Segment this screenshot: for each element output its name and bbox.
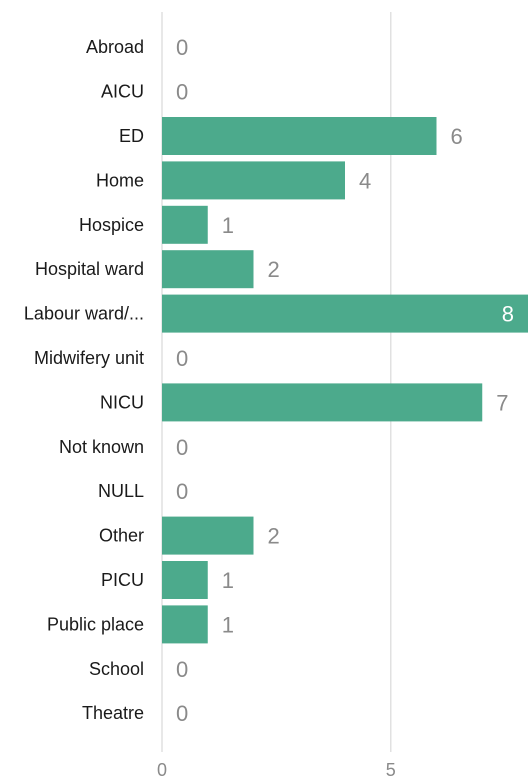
data-label-not-known: 0 — [176, 435, 188, 460]
data-label-hospital-ward: 2 — [268, 257, 280, 282]
category-label-picu: PICU — [101, 570, 144, 590]
category-label-hospital-ward: Hospital ward — [35, 259, 144, 279]
data-label-abroad: 0 — [176, 35, 188, 60]
category-label-null: NULL — [98, 481, 144, 501]
data-label-nicu: 7 — [496, 390, 508, 415]
category-label-not-known: Not known — [59, 437, 144, 457]
bar-picu — [162, 561, 208, 599]
bar-other — [162, 516, 254, 555]
category-label-hospice: Hospice — [79, 215, 144, 235]
category-label-other: Other — [99, 526, 144, 546]
x-tick-label-0: 0 — [157, 760, 167, 779]
bar-hospital-ward — [162, 250, 254, 289]
category-label-midwifery-unit: Midwifery unit — [34, 348, 144, 368]
category-label-labour-ward: Labour ward/... — [24, 304, 144, 324]
bar-nicu — [162, 383, 483, 422]
category-labels: Abroad AICU ED Home Hospice Hospital ward Labo… — [24, 37, 144, 723]
data-label-hospice: 1 — [222, 213, 234, 238]
bar-public-place — [162, 605, 208, 644]
bar-ed — [162, 117, 437, 155]
category-label-public-place: Public place — [47, 614, 144, 634]
data-label-aicu: 0 — [176, 80, 188, 105]
data-label-theatre: 0 — [176, 701, 188, 726]
data-label-labour-ward: 8 — [502, 302, 514, 327]
x-tick-label-5: 5 — [386, 760, 396, 779]
category-label-theatre: Theatre — [82, 703, 144, 723]
data-label-public-place: 1 — [222, 612, 234, 637]
category-label-school: School — [89, 659, 144, 679]
data-label-other: 2 — [268, 524, 280, 549]
bar-labour-ward — [162, 294, 528, 333]
data-label-midwifery-unit: 0 — [176, 346, 188, 371]
data-label-school: 0 — [176, 657, 188, 682]
data-label-home: 4 — [359, 168, 371, 193]
category-label-aicu: AICU — [101, 82, 144, 102]
category-label-nicu: NICU — [100, 392, 144, 412]
category-label-home: Home — [96, 170, 144, 190]
category-label-ed: ED — [119, 126, 144, 146]
data-labels: 0 0 6 4 1 2 8 0 7 0 0 2 1 1 0 0 — [176, 35, 514, 726]
bar-hospice — [162, 205, 208, 244]
data-label-null: 0 — [176, 479, 188, 504]
data-label-picu: 1 — [222, 568, 234, 593]
bars — [162, 117, 528, 644]
category-label-abroad: Abroad — [86, 37, 144, 57]
data-label-ed: 6 — [451, 124, 463, 149]
bar-home — [162, 161, 345, 200]
